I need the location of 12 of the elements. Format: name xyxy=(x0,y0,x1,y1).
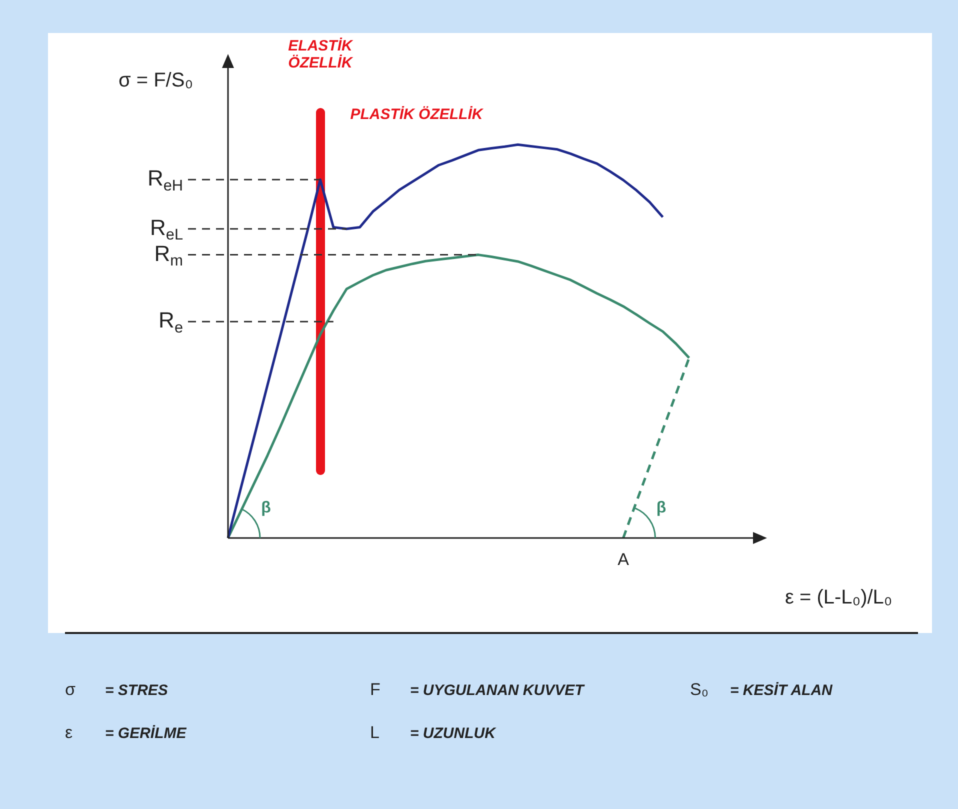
text: L = UZUNLUK xyxy=(370,723,496,742)
annotation: β xyxy=(261,499,272,516)
annotation: β xyxy=(656,499,666,516)
text: S₀ = KESİT ALAN xyxy=(690,680,832,699)
text: ELASTİK ÖZELLİK xyxy=(288,38,354,72)
text: σ = STRES xyxy=(65,680,168,699)
y-axis-title: σ = F/S₀ xyxy=(118,70,194,92)
text: PLASTİK ÖZELLİK xyxy=(350,106,484,123)
text: ε = GERİLME xyxy=(65,723,186,742)
x-axis-title: ε = (L-L₀)/L₀ xyxy=(785,586,892,609)
text: A xyxy=(618,550,630,570)
text: F = UYGULANAN KUVVET xyxy=(370,680,584,699)
